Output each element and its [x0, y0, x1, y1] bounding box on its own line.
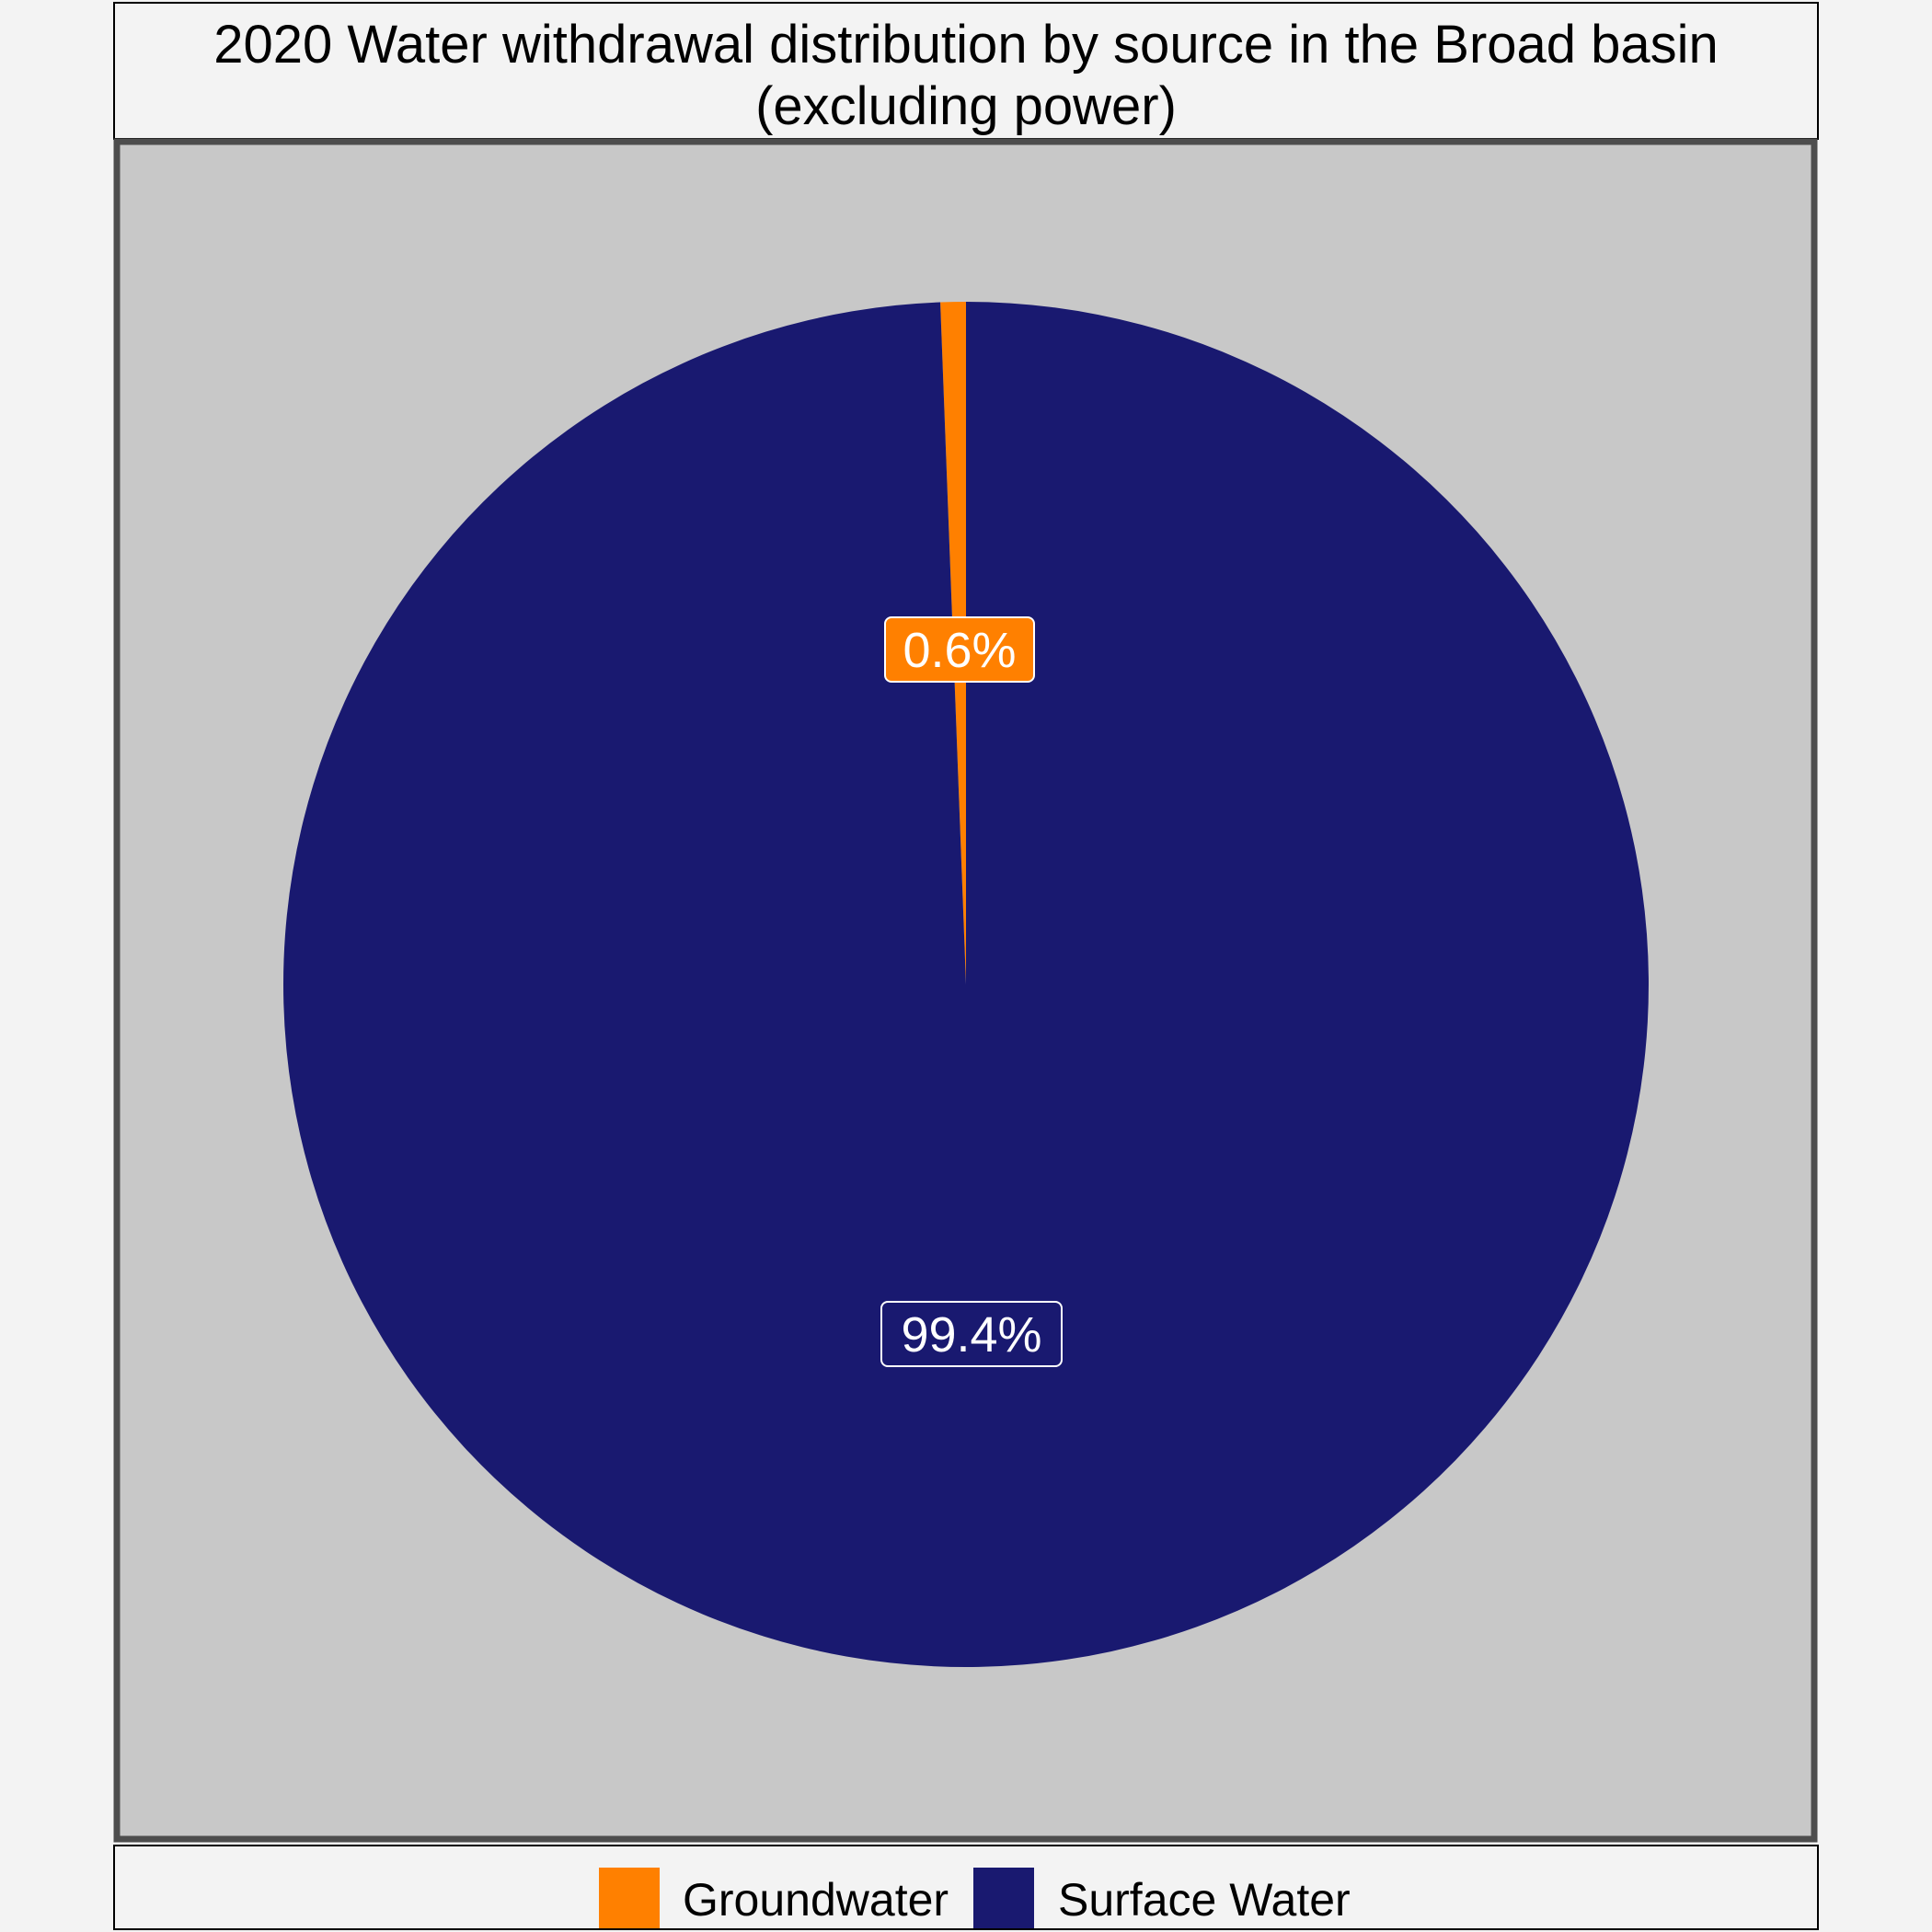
legend: Groundwater Surface Water: [599, 1868, 1351, 1928]
legend-key: [973, 1868, 1034, 1928]
legend-item-groundwater: Groundwater: [599, 1868, 949, 1928]
slice-label-surface-water: 99.4%: [880, 1301, 1063, 1367]
legend-key: [599, 1868, 660, 1928]
slice-label-text: 0.6%: [903, 623, 1016, 678]
pie-slice-labels: 0.6% 99.4%: [880, 616, 1063, 1367]
legend-item-surface-water: Surface Water: [973, 1868, 1351, 1928]
legend-box: [113, 1845, 1819, 1930]
legend-label: Surface Water: [1058, 1874, 1351, 1926]
title-box: [113, 2, 1819, 140]
chart-title: 2020 Water withdrawal distribution by so…: [213, 15, 1719, 75]
legend-label: Groundwater: [683, 1874, 949, 1926]
pie-slices: [282, 302, 1649, 1667]
slice-label-groundwater: 0.6%: [884, 616, 1035, 683]
slice-label-box: [884, 616, 1035, 683]
slice-label-box: [880, 1301, 1063, 1367]
pie-slice-surface-water: [282, 302, 1649, 1667]
chart-subtitle: (excluding power): [755, 76, 1177, 136]
slice-label-text: 99.4%: [901, 1307, 1041, 1363]
